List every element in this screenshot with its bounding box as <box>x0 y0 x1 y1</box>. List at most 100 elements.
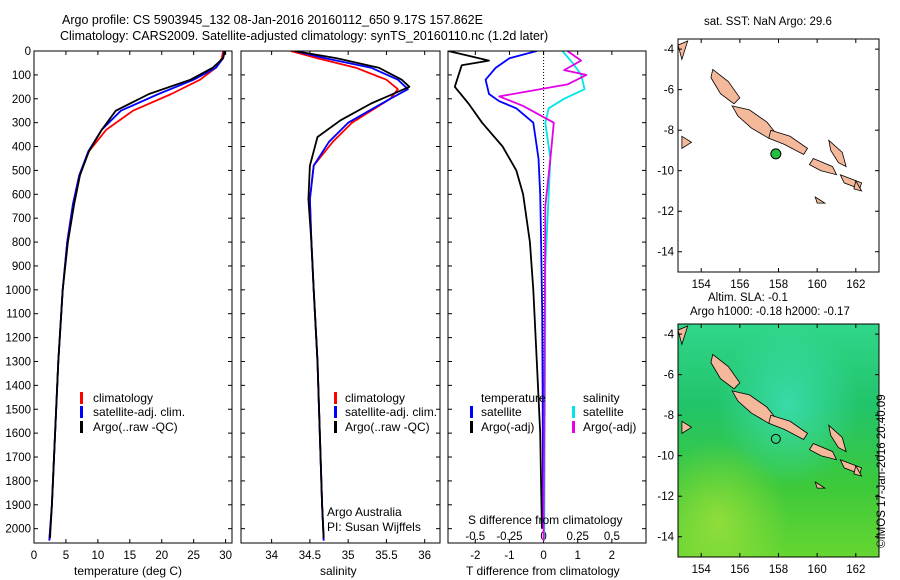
x-tick-label: -2 <box>470 550 480 562</box>
island <box>828 139 847 168</box>
y-tick-label: 1600 <box>5 428 31 440</box>
series-group <box>448 51 588 541</box>
legend-label: Argo(..raw -QC) <box>345 420 430 434</box>
plot-frame <box>33 50 233 544</box>
island <box>710 68 741 105</box>
map-x-tick-label: 156 <box>730 564 749 576</box>
map-x-tick-label: 154 <box>692 279 712 291</box>
series-line-argo_s <box>498 51 588 541</box>
legend-temp-climatology: climatology <box>80 391 153 405</box>
y-tick-label: 0 <box>25 46 31 58</box>
map-sst-title: sat. SST: NaN Argo: 29.6 <box>704 16 832 28</box>
series-line-climatology <box>48 51 224 541</box>
legend-swatch-black <box>470 421 473 433</box>
series-line-sat_t <box>484 51 545 529</box>
island <box>853 464 863 477</box>
legend-diff-t-argo: Argo(-adj) <box>470 420 534 434</box>
island <box>768 414 809 441</box>
toplabel-s-difference: S difference from climatology <box>468 513 623 527</box>
top-tick-label: 0.5 <box>604 531 620 543</box>
map-frame <box>677 323 880 558</box>
x-tick-label: 15 <box>123 550 136 562</box>
legend-diff-salinity: salinity <box>583 391 620 405</box>
legend-temp-satellite: satellite-adj. clim. <box>80 405 185 419</box>
x-tick-label: 30 <box>219 550 232 562</box>
island <box>814 481 827 489</box>
y-tick-label: 2000 <box>5 524 31 536</box>
islands <box>678 325 863 489</box>
x-tick-label: 34 <box>265 550 278 562</box>
map-y-tick-label: -12 <box>657 491 674 503</box>
legend-swatch-blue <box>80 406 83 418</box>
top-tick-label: -0.5 <box>465 531 485 543</box>
title-line-1: Argo profile: CS 5903945_132 08-Jan-2016… <box>62 13 483 27</box>
map-sla-map: 154 156 158 160 162 -4 -6 -8 -10 -12 -14 <box>657 323 880 576</box>
legend-label: climatology <box>93 391 154 405</box>
top-tick-label: 0.25 <box>567 531 589 543</box>
map-y-tick-label: -10 <box>657 451 674 463</box>
legend-swatch-magenta <box>572 421 575 433</box>
series-line-satellite <box>48 51 226 541</box>
y-tick-label: 1000 <box>5 285 31 297</box>
x-tick-label: 35 <box>342 550 355 562</box>
credit-pi: PI: Susan Wijffels <box>327 520 421 534</box>
series-group <box>48 51 226 541</box>
island <box>681 420 693 435</box>
credit-org: Argo Australia <box>327 505 402 519</box>
argo-marker <box>770 148 782 160</box>
legend-label: satellite-adj. clim. <box>345 405 438 419</box>
y-tick-label: 1800 <box>5 476 31 488</box>
y-tick-label: 1700 <box>5 452 31 464</box>
series-line-argo <box>49 51 226 539</box>
y-tick-label: 1100 <box>6 309 31 321</box>
map-y-tick-label: -4 <box>664 44 675 56</box>
y-tick-label: 600 <box>12 189 31 201</box>
legend-sal-climatology: climatology <box>334 391 405 405</box>
x-tick-label: 34.5 <box>299 550 321 562</box>
legend-sal-argo: Argo(..raw -QC) <box>334 420 430 434</box>
legend-label: satellite <box>583 405 624 419</box>
panel-temperature: 0100200300400500600700800900100011001200… <box>5 46 233 562</box>
legend-swatch-blue <box>470 406 473 418</box>
legend-swatch-red <box>334 392 337 404</box>
y-tick-label: 900 <box>12 261 31 273</box>
y-tick-label: 800 <box>12 237 31 249</box>
legend-swatch-blue <box>334 406 337 418</box>
y-tick-label: 400 <box>12 142 31 154</box>
island <box>678 40 689 61</box>
legend-swatch-black <box>334 421 337 433</box>
xlabel-temperature: temperature (deg C) <box>74 564 183 578</box>
map-y-tick-label: -8 <box>664 410 674 422</box>
map-y-tick-label: -10 <box>657 166 674 178</box>
y-tick-label: 700 <box>12 213 31 225</box>
x-tick-label: -1 <box>504 550 514 562</box>
map-y-tick-label: -14 <box>657 247 674 259</box>
y-tick-label: 200 <box>12 94 31 106</box>
map-y-tick-label: -14 <box>657 532 674 544</box>
map-y-tick-label: -8 <box>664 125 674 137</box>
legend-label: satellite <box>481 405 522 419</box>
map-frame <box>677 38 880 273</box>
y-tick-label: 300 <box>12 118 31 130</box>
island <box>808 443 838 461</box>
legend-swatch-black <box>80 421 83 433</box>
legend-label: Argo(-adj) <box>481 420 535 434</box>
series-line-sat_s <box>543 51 586 541</box>
x-tick-label: 35.5 <box>375 550 397 562</box>
map-y-tick-label: -4 <box>664 329 675 341</box>
map-x-tick-label: 160 <box>808 279 827 291</box>
legend-diff-s-argo: Argo(-adj) <box>572 420 636 434</box>
island <box>814 196 827 204</box>
map-y-tick-label: -6 <box>664 370 674 382</box>
series-group <box>290 51 411 541</box>
xlabel-salinity: salinity <box>320 564 357 578</box>
credit-imos: ©IMOS 17-Jan-2016 20:40:09 <box>876 394 888 548</box>
legend-diff-temperature: temperature <box>481 391 546 405</box>
map-sla-title-2: Argo h1000: -0.18 h2000: -0.17 <box>690 306 850 318</box>
x-tick-label: 10 <box>91 550 104 562</box>
map-x-tick-label: 162 <box>846 564 865 576</box>
x-tick-label: 25 <box>187 550 200 562</box>
series-line-climatology <box>290 51 399 541</box>
